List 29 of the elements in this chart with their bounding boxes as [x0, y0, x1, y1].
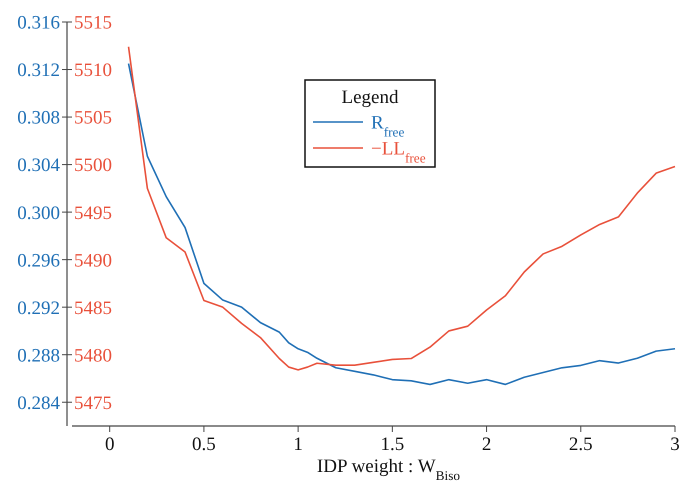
- y-tick-label: 0.316: [17, 12, 60, 34]
- y2-tick-label: 5505: [74, 108, 112, 129]
- y2-tick-label: 5500: [74, 155, 112, 176]
- y2-tick-label: 5515: [74, 12, 112, 34]
- y-tick-label: 0.292: [17, 298, 60, 319]
- y-tick-label: 0.284: [17, 392, 60, 414]
- y-tick-label: 0.296: [17, 250, 60, 272]
- x-axis-title: IDP weight : W$_{Biso}$: [316, 456, 460, 482]
- y2-tick-label: 5480: [74, 345, 112, 366]
- y2-tick-label: 5510: [74, 60, 112, 82]
- legend-label: −LL$_{free}$: [371, 138, 426, 166]
- y-tick-label: 0.312: [17, 60, 60, 82]
- y-tick-label: 0.304: [17, 155, 60, 176]
- x-tick-label: 2: [482, 434, 492, 455]
- x-tick-label: 0: [104, 434, 114, 455]
- x-tick-label: 3: [670, 434, 680, 455]
- y2-tick-label: 5475: [74, 392, 112, 414]
- y-tick-label: 0.288: [17, 345, 60, 366]
- x-tick-label: 1: [293, 434, 303, 455]
- legend-label: R$_{free}$: [371, 112, 404, 140]
- y2-tick-label: 5485: [74, 298, 112, 319]
- x-tick-label: 2.5: [568, 434, 593, 455]
- x-tick-label: 1.5: [380, 434, 404, 455]
- x-tick-label: 0.5: [192, 434, 216, 455]
- legend-title: Legend: [342, 87, 399, 108]
- y-tick-label: 0.300: [17, 202, 60, 224]
- y2-tick-label: 5490: [74, 250, 112, 272]
- y2-tick-label: 5495: [74, 202, 112, 224]
- y-tick-label: 0.308: [17, 108, 60, 129]
